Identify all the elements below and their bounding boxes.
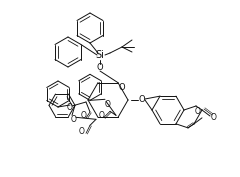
Text: O: O — [139, 96, 145, 104]
Text: O: O — [119, 84, 125, 93]
Text: O: O — [81, 112, 87, 121]
Text: O: O — [211, 113, 217, 122]
Text: Si: Si — [96, 50, 104, 60]
Text: O: O — [71, 115, 77, 124]
Text: O: O — [67, 104, 73, 113]
Text: O: O — [97, 64, 103, 73]
Text: O: O — [195, 107, 201, 116]
Text: O: O — [99, 111, 105, 120]
Text: O: O — [105, 100, 111, 109]
Text: O: O — [79, 127, 85, 136]
